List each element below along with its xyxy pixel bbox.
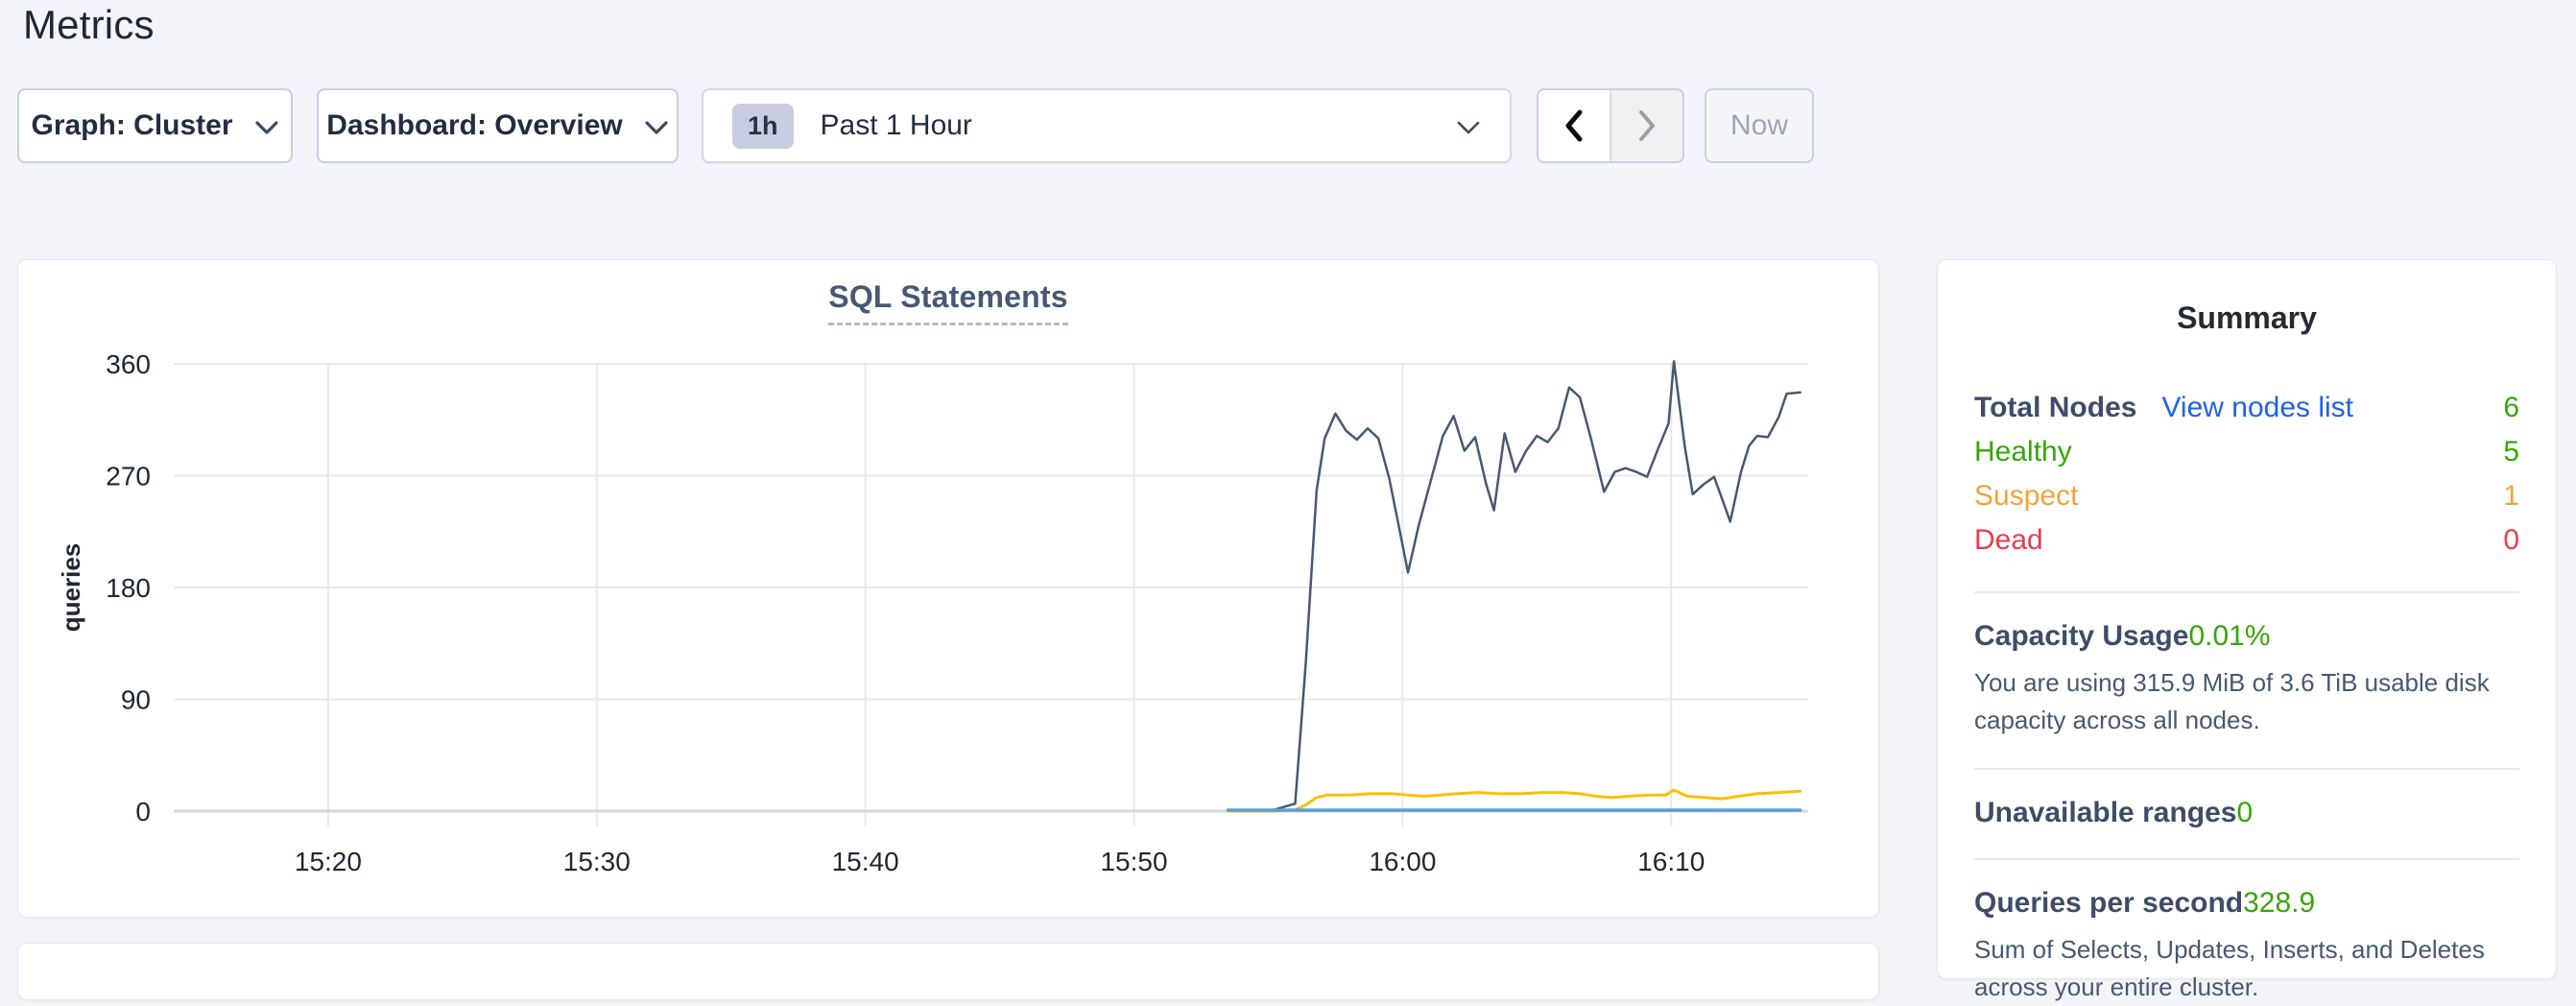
chart-title[interactable]: SQL Statements bbox=[828, 279, 1068, 325]
x-tick-label: 16:10 bbox=[1637, 847, 1705, 876]
unavailable-ranges-label: Unavailable ranges bbox=[1974, 797, 2237, 828]
sql-statements-plot[interactable]: 15:20 15:30 15:40 15:50 16:00 16:10 0 90 180 270 3… bbox=[18, 260, 1880, 919]
node-status-rows: Total Nodes View nodes list 6 Healthy 5 … bbox=[1974, 386, 2519, 563]
page-title: Metrics bbox=[23, 2, 155, 47]
next-time-window-button[interactable] bbox=[1611, 90, 1682, 161]
queries-per-second-description: Sum of Selects, Updates, Inserts, and De… bbox=[1974, 935, 2485, 1001]
chart-title-wrap: SQL Statements bbox=[18, 279, 1878, 325]
dead-value: 0 bbox=[2503, 524, 2519, 556]
queries-per-second-label: Queries per second bbox=[1974, 887, 2244, 919]
previous-time-window-button[interactable] bbox=[1538, 90, 1611, 161]
healthy-nodes-row: Healthy 5 bbox=[1974, 430, 2519, 474]
y-tick-label: 90 bbox=[121, 685, 151, 715]
x-tick-label: 15:50 bbox=[1100, 847, 1167, 876]
y-tick-label: 270 bbox=[106, 462, 151, 491]
dead-label: Dead bbox=[1974, 524, 2043, 556]
healthy-label: Healthy bbox=[1974, 436, 2072, 467]
total-nodes-row: Total Nodes View nodes list 6 bbox=[1974, 386, 2519, 430]
y-tick-label: 360 bbox=[106, 349, 151, 379]
graph-scope-label: Graph: Cluster bbox=[31, 109, 233, 141]
sql-statements-chart-card: SQL Statements 15:20 15:30 15:40 15:50 16:00… bbox=[17, 259, 1879, 918]
suspect-nodes-row: Suspect 1 bbox=[1974, 474, 2519, 518]
capacity-usage-label: Capacity Usage bbox=[1974, 620, 2189, 652]
chevron-down-icon bbox=[254, 121, 278, 134]
dashboard-label: Dashboard: Overview bbox=[326, 109, 623, 141]
summary-panel: Summary Total Nodes View nodes list 6 He… bbox=[1937, 259, 2557, 1001]
chevron-down-icon bbox=[645, 121, 668, 134]
chevron-down-icon bbox=[1457, 121, 1480, 134]
summary-title: Summary bbox=[2177, 300, 2317, 335]
chevron-left-icon bbox=[1565, 109, 1583, 142]
unavailable-ranges-value: 0 bbox=[2236, 797, 2254, 828]
time-range-dropdown[interactable]: 1h Past 1 Hour bbox=[702, 88, 1512, 163]
x-tick-label: 15:40 bbox=[832, 847, 899, 876]
divider bbox=[1974, 591, 2519, 593]
capacity-usage-description: You are using 315.9 MiB of 3.6 TiB usabl… bbox=[1974, 668, 2490, 734]
divider bbox=[1974, 768, 2519, 770]
queries-per-second-section: Queries per second 328.9 Sum of Selects,… bbox=[1974, 887, 2519, 1006]
capacity-usage-section: Capacity Usage 0.01% You are using 315.9… bbox=[1974, 620, 2519, 739]
x-tick-label: 16:00 bbox=[1369, 847, 1436, 876]
series-yellow-line bbox=[1227, 788, 1802, 813]
dashboard-dropdown[interactable]: Dashboard: Overview bbox=[317, 88, 679, 163]
x-tick-label: 15:30 bbox=[563, 847, 631, 876]
view-nodes-list-link[interactable]: View nodes list bbox=[2161, 392, 2354, 423]
total-nodes-value: 6 bbox=[2503, 392, 2519, 423]
healthy-value: 5 bbox=[2503, 436, 2519, 467]
metrics-page: Metrics Graph: Cluster Dashboard: Overvi… bbox=[17, 2, 2557, 1001]
capacity-usage-value: 0.01% bbox=[2188, 620, 2271, 652]
chevron-right-icon bbox=[1639, 110, 1655, 141]
time-step-buttons bbox=[1537, 88, 1684, 163]
now-button[interactable]: Now bbox=[1705, 88, 1814, 163]
suspect-value: 1 bbox=[2503, 480, 2519, 512]
suspect-label: Suspect bbox=[1974, 480, 2079, 512]
next-chart-card bbox=[17, 943, 1879, 1000]
y-axis-label: queries bbox=[57, 543, 85, 633]
time-range-badge: 1h bbox=[732, 103, 794, 149]
unavailable-ranges-section: Unavailable ranges 0 bbox=[1974, 797, 2519, 829]
series-dark-slate-line bbox=[1227, 360, 1801, 813]
graph-scope-dropdown[interactable]: Graph: Cluster bbox=[17, 88, 293, 163]
time-range-label: Past 1 Hour bbox=[820, 109, 972, 141]
x-tick-label: 15:20 bbox=[295, 847, 362, 876]
queries-per-second-value: 328.9 bbox=[2243, 887, 2316, 919]
y-tick-label: 0 bbox=[135, 797, 151, 826]
dead-nodes-row: Dead 0 bbox=[1974, 518, 2519, 563]
total-nodes-label: Total Nodes bbox=[1974, 392, 2137, 423]
y-tick-label: 180 bbox=[106, 573, 151, 603]
divider bbox=[1974, 858, 2519, 860]
